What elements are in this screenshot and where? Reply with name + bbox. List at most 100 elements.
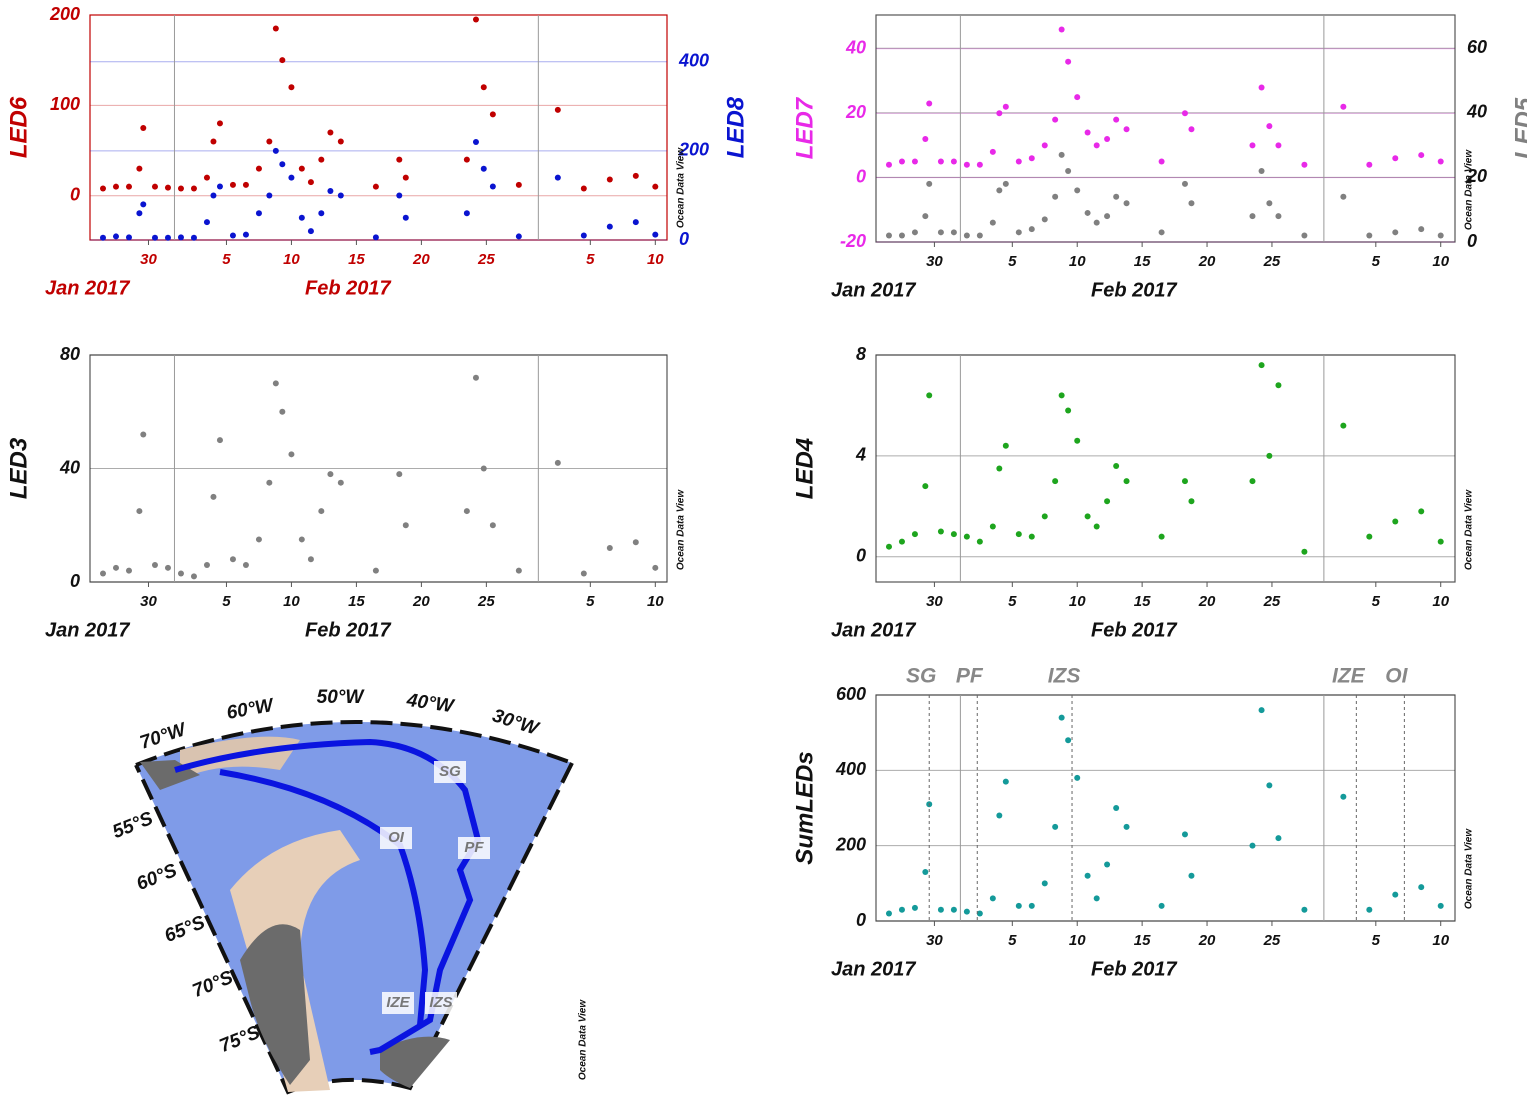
data-point	[396, 192, 403, 199]
data-point	[1058, 26, 1065, 33]
data-point	[1181, 478, 1188, 485]
data-point	[1113, 805, 1120, 811]
data-point	[210, 192, 217, 199]
map-border	[135, 720, 573, 767]
data-point	[190, 185, 197, 192]
data-point	[1123, 200, 1130, 207]
data-point	[1249, 478, 1256, 485]
data-point	[337, 479, 344, 486]
data-point	[976, 538, 983, 545]
data-point	[922, 135, 929, 142]
data-point	[898, 232, 905, 239]
data-point	[125, 183, 132, 190]
data-point	[652, 183, 659, 190]
data-point	[1181, 180, 1188, 187]
data-point	[164, 564, 171, 571]
data-point	[255, 165, 262, 172]
data-point	[99, 185, 106, 192]
data-point	[1188, 200, 1195, 207]
month-label: Feb 2017	[1091, 619, 1177, 641]
data-point	[288, 174, 295, 181]
x-tick-label: 5	[222, 251, 231, 268]
data-point	[266, 192, 273, 199]
axis-title: LED3	[5, 437, 32, 499]
axis-title: LED7	[791, 96, 818, 159]
data-point	[1437, 902, 1444, 909]
data-point	[1104, 861, 1111, 868]
data-point	[125, 567, 132, 574]
watermark: Ocean Data View	[676, 489, 687, 570]
data-point	[1084, 513, 1091, 520]
data-point	[937, 229, 944, 236]
data-point	[112, 233, 119, 240]
data-point	[1392, 229, 1399, 236]
site-box	[458, 837, 490, 859]
annotation-label: IZS	[1048, 665, 1081, 688]
x-tick-label: 30	[926, 253, 943, 270]
data-point	[1181, 831, 1188, 838]
x-tick-label: 10	[1432, 932, 1449, 949]
data-point	[1249, 142, 1256, 149]
data-point	[288, 84, 295, 91]
y-tick-label: 40	[845, 38, 866, 58]
data-point	[580, 570, 587, 577]
data-point	[307, 228, 314, 235]
data-point	[996, 812, 1003, 819]
data-point	[1418, 152, 1425, 159]
data-point	[402, 174, 409, 181]
data-point	[177, 234, 184, 241]
x-tick-label: 20	[1198, 932, 1216, 949]
data-point	[1015, 158, 1022, 165]
y-tick-label: 200	[835, 834, 866, 854]
axis-title: LED4	[791, 438, 818, 499]
data-point	[229, 181, 236, 188]
data-point	[472, 138, 479, 145]
data-point	[229, 556, 236, 563]
data-point	[1258, 167, 1265, 174]
data-point	[489, 522, 496, 529]
latitude-label: 55°S	[110, 808, 157, 843]
site-box	[425, 992, 457, 1014]
data-point	[1158, 158, 1165, 165]
x-tick-label: 10	[283, 251, 300, 268]
data-point	[885, 232, 892, 239]
data-point	[1366, 533, 1373, 540]
data-point	[140, 201, 147, 208]
data-point	[1301, 906, 1308, 913]
x-tick-label: 30	[926, 932, 943, 949]
data-point	[216, 120, 223, 127]
x-tick-label: 10	[283, 593, 300, 610]
data-point	[1028, 533, 1035, 540]
data-point	[318, 156, 325, 163]
data-point	[151, 561, 158, 568]
x-tick-label: 15	[1134, 932, 1151, 949]
y-tick-label: 0	[856, 546, 866, 566]
x-tick-label: 5	[1008, 932, 1017, 949]
land	[240, 924, 310, 1085]
data-point	[112, 564, 119, 571]
plot-frame	[875, 694, 1456, 922]
data-point	[1366, 161, 1373, 168]
data-point	[463, 508, 470, 515]
data-point	[1113, 193, 1120, 200]
y2-tick-label: 20	[1466, 166, 1487, 186]
data-point	[203, 219, 210, 226]
data-point	[554, 106, 561, 113]
data-point	[307, 179, 314, 186]
data-point	[1104, 135, 1111, 142]
longitude-label: 50°W	[317, 687, 366, 708]
y-tick-label: 20	[845, 102, 866, 122]
data-point	[922, 869, 929, 876]
data-point	[472, 16, 479, 23]
data-point	[950, 906, 957, 913]
y-tick-label: 4	[855, 445, 866, 465]
data-point	[963, 533, 970, 540]
data-point	[1249, 213, 1256, 220]
x-tick-label: 25	[1263, 253, 1281, 270]
data-point	[1158, 533, 1165, 540]
x-tick-label: 10	[1432, 593, 1449, 610]
data-point	[1041, 142, 1048, 149]
plot-frame	[875, 354, 1456, 583]
data-point	[190, 573, 197, 580]
axis-title: LED6	[5, 96, 32, 158]
